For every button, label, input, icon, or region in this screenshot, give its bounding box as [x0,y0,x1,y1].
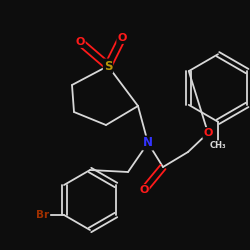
Text: O: O [139,185,149,195]
Text: CH₃: CH₃ [210,141,226,150]
Text: O: O [117,33,127,43]
Text: Br: Br [36,210,49,220]
Text: O: O [75,37,85,47]
Text: S: S [104,60,112,72]
Text: N: N [143,136,153,149]
Text: O: O [203,128,213,138]
